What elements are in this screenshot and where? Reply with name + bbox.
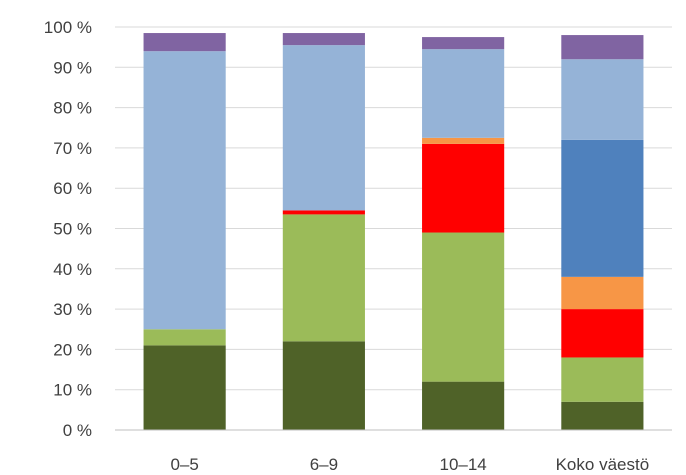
bar-segment — [143, 329, 226, 346]
bar-segment — [282, 214, 365, 342]
bar-segment — [422, 49, 505, 138]
y-tick-label: 10 % — [53, 381, 92, 400]
bar-segment — [561, 139, 644, 277]
x-tick-label: 6–9 — [310, 455, 338, 474]
bar-segment — [282, 45, 365, 211]
bar-segment — [422, 137, 505, 144]
bars — [143, 33, 644, 430]
bar-segment — [561, 35, 644, 60]
bar-segment — [282, 33, 365, 46]
x-tick-label: 10–14 — [439, 455, 486, 474]
bar-segment — [143, 51, 226, 330]
y-tick-label: 20 % — [53, 340, 92, 359]
x-tick-label: 0–5 — [170, 455, 198, 474]
bar-segment — [561, 59, 644, 140]
y-tick-label: 30 % — [53, 300, 92, 319]
y-tick-label: 70 % — [53, 139, 92, 158]
y-tick-label: 50 % — [53, 220, 92, 239]
bar-segment — [282, 210, 365, 215]
y-tick-label: 100 % — [44, 18, 92, 37]
y-tick-label: 40 % — [53, 260, 92, 279]
bar-segment — [561, 357, 644, 402]
bar-segment — [422, 381, 505, 430]
x-axis: 0–5 6–9 10–14 Koko väestö — [115, 429, 672, 474]
bar-segment — [143, 345, 226, 430]
bar-segment — [282, 341, 365, 430]
bar-segment — [143, 33, 226, 52]
y-tick-label: 90 % — [53, 58, 92, 77]
bar-segment — [422, 37, 505, 50]
y-tick-label: 0 % — [63, 421, 92, 440]
bar-segment — [422, 143, 505, 233]
y-tick-label: 80 % — [53, 99, 92, 118]
x-tick-label: Koko väestö — [556, 455, 650, 474]
bar-segment — [561, 309, 644, 358]
bar-segment — [561, 401, 644, 430]
y-tick-label: 60 % — [53, 179, 92, 198]
y-axis: 0 % 10 % 20 % 30 % 40 % 50 % 60 % 70 % 80 % 90 % 1… — [44, 18, 92, 440]
bar-segment — [561, 276, 644, 310]
bar-segment — [422, 232, 505, 382]
